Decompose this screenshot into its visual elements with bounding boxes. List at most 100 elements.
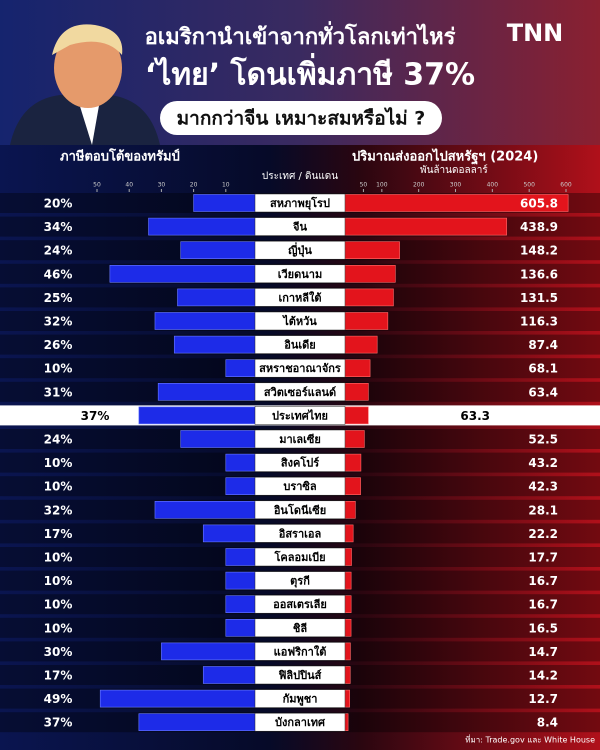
tariff-bar xyxy=(225,477,259,496)
tariff-label: 10% xyxy=(44,362,73,376)
category-label: ชิลี xyxy=(293,622,307,635)
category-box xyxy=(254,264,346,284)
x-tick-label: 400 xyxy=(487,182,499,189)
tariff-label: 46% xyxy=(44,267,73,281)
export-bar xyxy=(344,359,371,378)
tariff-label: 30% xyxy=(44,645,73,659)
category-label: ออสเตรเลีย xyxy=(273,598,327,611)
export-bar xyxy=(344,453,362,472)
export-bar xyxy=(344,595,352,614)
export-label: 605.8 xyxy=(520,197,558,211)
export-label: 68.1 xyxy=(528,362,558,376)
tariff-label: 10% xyxy=(44,598,73,612)
tariff-label: 24% xyxy=(44,244,73,258)
tariff-bar xyxy=(193,194,259,212)
category-box xyxy=(254,335,346,354)
export-bar xyxy=(344,500,356,519)
category-header: ประเทศ / ดินแดน xyxy=(262,171,338,182)
tariff-bar xyxy=(154,312,259,330)
tariff-label: 20% xyxy=(44,197,73,211)
tariff-bar xyxy=(109,264,259,283)
x-tick-label: 300 xyxy=(450,182,462,189)
tariff-bar xyxy=(180,241,259,259)
export-label: 52.5 xyxy=(528,433,558,447)
category-box xyxy=(254,217,346,236)
category-label: ประเทศไทย xyxy=(272,408,328,422)
category-label: แอฟริกาใต้ xyxy=(274,644,327,658)
category-label: สหราชอาณาจักร xyxy=(259,362,341,375)
category-box xyxy=(254,358,346,378)
tariff-label: 25% xyxy=(44,291,73,305)
category-box xyxy=(254,240,346,260)
export-label: 63.3 xyxy=(460,409,490,423)
tariff-bar xyxy=(173,335,259,354)
export-label: 148.2 xyxy=(520,244,558,258)
export-bar xyxy=(344,312,389,330)
export-bar xyxy=(344,642,351,661)
category-label: สวิตเซอร์แลนด์ xyxy=(264,386,336,399)
export-bar xyxy=(344,382,369,401)
category-box xyxy=(254,193,346,213)
category-label: กัมพูชา xyxy=(283,693,318,707)
export-bar xyxy=(344,713,349,732)
tariff-bar xyxy=(225,453,259,472)
export-label: 438.9 xyxy=(520,220,558,234)
x-tick-label: 50 xyxy=(360,182,368,189)
tariff-label: 24% xyxy=(44,433,73,447)
export-bar xyxy=(344,548,352,566)
tariff-label: 10% xyxy=(44,480,73,494)
tariff-bar xyxy=(225,571,259,590)
category-label: ฟิลิปปินส์ xyxy=(278,669,322,682)
x-tick-label: 30 xyxy=(158,182,166,189)
export-label: 14.7 xyxy=(528,645,558,659)
category-label: ไต้หวัน xyxy=(281,314,317,328)
export-bar xyxy=(344,430,365,448)
export-label: 17.7 xyxy=(528,551,558,565)
tariff-label: 10% xyxy=(44,551,73,565)
export-label: 22.2 xyxy=(528,527,558,541)
left-header: ภาษีตอบโต้ของทรัมป์ xyxy=(60,148,180,165)
tariff-label: 17% xyxy=(44,669,73,683)
category-label: โคลอมเบีย xyxy=(273,550,325,564)
category-box xyxy=(254,500,346,520)
plot: 50 40 30 20 10 50 100 200 300 400 500 600 สหภาพยุโรป… xyxy=(0,182,600,733)
export-label: 87.4 xyxy=(528,338,558,352)
tariff-label: 37% xyxy=(81,409,110,423)
tariff-bar xyxy=(225,548,259,566)
tariff-bar xyxy=(202,666,259,684)
unit-label: พันล้านดอลลาร์ xyxy=(420,164,488,176)
tariff-label: 32% xyxy=(44,315,73,329)
portrait xyxy=(10,24,160,145)
logo: TNN xyxy=(507,19,564,47)
tariff-label: 34% xyxy=(44,220,73,234)
export-label: 42.3 xyxy=(528,480,558,494)
tariff-label: 10% xyxy=(44,621,73,635)
x-tick-label: 50 xyxy=(93,182,101,189)
export-label: 12.7 xyxy=(528,692,558,706)
tariff-label: 10% xyxy=(44,456,73,470)
tariff-label: 31% xyxy=(44,385,73,399)
category-label: ตุรกี xyxy=(290,575,310,589)
category-label: ญี่ปุ่น xyxy=(288,242,312,258)
tariff-bar xyxy=(99,689,259,708)
export-label: 14.2 xyxy=(528,669,558,683)
question-pill xyxy=(160,101,442,135)
category-label: สหภาพยุโรป xyxy=(270,196,330,211)
export-bar xyxy=(344,217,507,236)
tariff-label: 17% xyxy=(44,527,73,541)
category-box xyxy=(254,288,346,307)
export-bar xyxy=(344,477,361,496)
category-label: สิงคโปร์ xyxy=(281,456,320,470)
category-label: เวียดนาม xyxy=(278,268,322,281)
export-bar xyxy=(344,241,400,259)
x-tick-label: 200 xyxy=(413,182,425,189)
export-label: 116.3 xyxy=(520,315,558,329)
category-box xyxy=(254,642,346,661)
export-bar xyxy=(344,666,351,684)
export-label: 16.5 xyxy=(528,621,558,635)
tariff-bar xyxy=(225,595,259,614)
category-box xyxy=(254,406,346,425)
x-tick-label: 10 xyxy=(222,182,230,189)
category-box xyxy=(254,311,346,331)
